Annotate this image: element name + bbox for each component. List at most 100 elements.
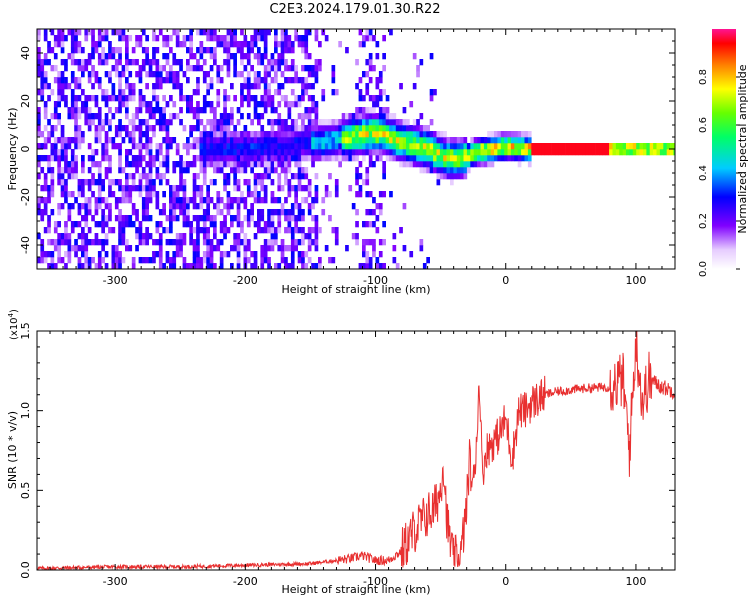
spectrogram-cell [290,155,295,162]
spectrogram-cell [226,197,231,204]
spectrogram-cell [294,95,298,102]
yscale-exponent: 4 [7,312,15,317]
spectrogram-cell [223,41,227,48]
spectrogram-cell [375,257,380,264]
spectrogram-cell [263,173,268,180]
spectrogram-cell [287,65,292,72]
spectrogram-cell [138,95,143,102]
spectrogram-cell [267,59,271,66]
spectrogram-cell [101,185,105,192]
spectrogram-cell [196,203,200,210]
spectrogram-cell [274,47,278,54]
spectrogram-cell [382,221,386,228]
spectrogram-cell [236,143,241,150]
spectrogram-cell [196,257,200,264]
spectrogram-cell [70,245,75,252]
spectrogram-cell [412,131,417,138]
spectrogram-cell [192,155,197,162]
spectrogram-cell [277,65,282,72]
spectrogram-cell [582,149,586,156]
spectrogram-cell [334,149,339,156]
spectrogram-cell [362,125,366,132]
spectrogram-cell [189,233,193,240]
spectrogram-cell [81,233,85,240]
spectrogram-cell [111,191,116,198]
spectrogram-cell [297,251,302,258]
spectrogram-cell [368,137,373,144]
spectrogram-cell [409,155,414,162]
spectrogram-cell [416,131,420,138]
spectrogram-cell [253,137,258,144]
spectrogram-cell [287,35,292,42]
spectrogram-cell [439,143,444,150]
spectrogram-cell [334,227,339,234]
spectrogram-cell [101,221,105,228]
spectrogram-cell [290,185,295,192]
spectrogram-cell [287,227,292,234]
spectrogram-cell [588,149,593,156]
spectrogram-cell [470,149,474,156]
spectrogram-cell [284,47,288,54]
spectrogram-cell [213,227,217,234]
spectrogram-cell [483,161,488,168]
spectrogram-cell [67,239,72,246]
spectrogram-cell [47,239,51,246]
spectrogram-cell [378,89,383,96]
spectrogram-cell [324,125,329,132]
spectrogram-cell [97,203,102,210]
spectrogram-cell [372,143,376,150]
spectrogram-cell [439,131,444,138]
spectrogram-cell [253,35,258,42]
spectrogram-cell [378,113,383,120]
spectrogram-cell [270,149,275,156]
spectrogram-cell [280,41,285,48]
spectrogram-cell [419,239,424,246]
spectrogram-cell [274,155,278,162]
spectrogram-cell [206,239,210,246]
spectrogram-cell [131,173,136,180]
spectrogram-cell [114,71,119,78]
spectrogram-cell [70,173,75,180]
spectrogram-cell [219,119,224,126]
spectrogram-cell [358,125,363,132]
spectrogram-cell [500,131,505,138]
spectrogram-cell [104,173,109,180]
spectrogram-cell [226,95,231,102]
spectrogram-cell [412,161,417,168]
spectrogram-cell [206,257,210,264]
spectrogram-cell [301,149,305,156]
top-ytick-label: 40 [19,46,32,60]
spectrogram-cell [148,191,153,198]
spectrogram-cell [50,125,55,132]
spectrogram-cell [202,137,207,144]
spectrogram-cell [527,143,532,150]
spectrogram-cell [263,251,268,258]
spectrogram-cell [368,149,373,156]
spectrogram-cell [277,179,282,186]
spectrogram-cell [141,65,146,72]
spectrogram-cell [284,131,288,138]
spectrogram-cell [602,143,606,150]
spectrogram-cell [277,119,282,126]
spectrogram-cell [399,143,403,150]
spectrogram-cell [118,185,122,192]
spectrogram-cell [263,35,268,42]
spectrogram-cell [314,77,319,84]
spectrogram-cell [568,149,573,156]
spectrogram-cell [284,125,288,132]
spectrogram-cell [209,107,214,114]
spectrogram-cell [307,107,312,114]
spectrogram-cell [226,53,231,60]
spectrogram-cell [141,167,146,174]
spectrogram-cell [355,221,359,228]
spectrogram-cell [260,251,265,258]
spectrogram-cell [250,83,254,90]
spectrogram-cell [182,125,187,132]
spectrogram-cell [162,191,166,198]
spectrogram-cell [263,149,268,156]
spectrogram-cell [172,161,177,168]
spectrogram-cell [429,161,434,168]
spectrogram-cell [578,149,583,156]
spectrogram-cell [64,263,68,269]
spectrogram-cell [243,239,248,246]
